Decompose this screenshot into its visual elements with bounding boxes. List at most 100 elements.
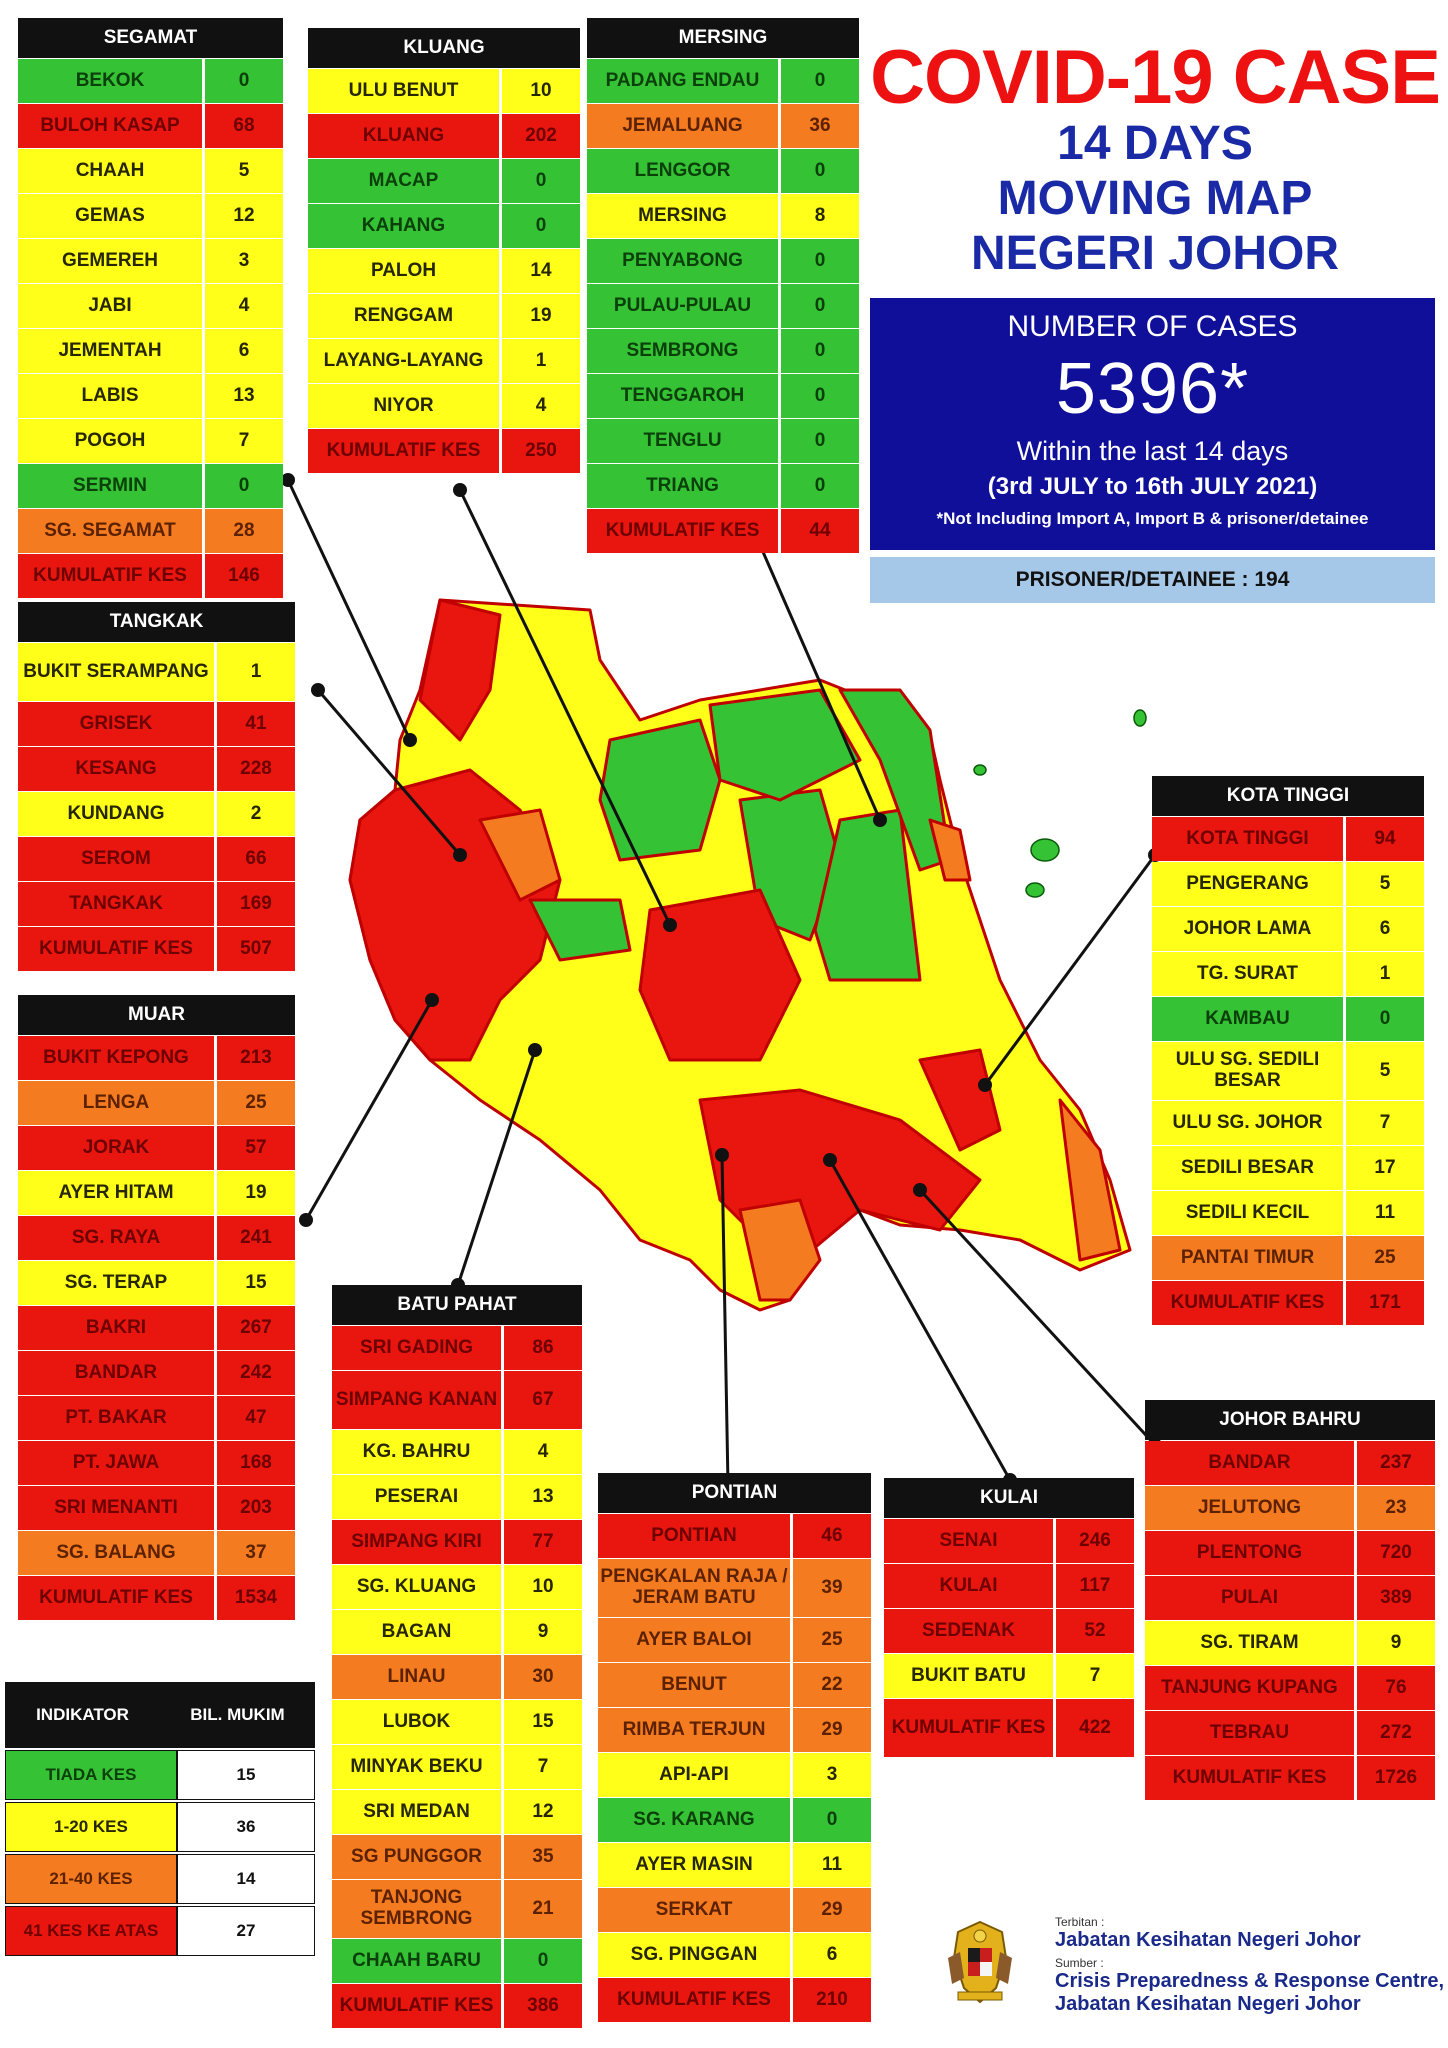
mukim-name: SG. TIRAM	[1145, 1621, 1354, 1665]
map-region-lenggor	[813, 808, 922, 982]
island-sibu	[1025, 882, 1045, 898]
mukim-name: CHAAH	[18, 149, 202, 193]
mukim-row: MERSING 8	[587, 194, 859, 238]
legend: INDIKATOR BIL. MUKIM TIADA KES 15 1-20 KES…	[5, 1682, 315, 1956]
mukim-name: TEBRAU	[1145, 1711, 1354, 1755]
sumber-line-2: Jabatan Kesihatan Negeri Johor	[1055, 1993, 1361, 2015]
mukim-row: BULOH KASAP 68	[18, 104, 283, 148]
legend-rows: TIADA KES 15 1-20 KES 36 21-40 KES 14 41 KES K…	[5, 1750, 315, 1956]
mukim-cases: 5	[1346, 862, 1424, 906]
legend-label: 21-40 KES	[5, 1854, 177, 1904]
mukim-row: SG. TERAP 15	[18, 1261, 295, 1305]
mukim-cases: 0	[1346, 997, 1424, 1041]
mukim-name: SERKAT	[598, 1888, 790, 1932]
mukim-cases: 6	[205, 329, 283, 373]
mukim-cases: 246	[1056, 1519, 1134, 1563]
mukim-row: PADANG ENDAU 0	[587, 59, 859, 103]
mukim-name: BANDAR	[18, 1351, 214, 1395]
mukim-row: AYER BALOI 25	[598, 1618, 871, 1662]
mukim-row: SIMPANG KIRI 77	[332, 1520, 582, 1564]
mukim-cases: 68	[205, 104, 283, 148]
leader-dot	[311, 683, 325, 697]
mukim-name: BUKIT KEPONG	[18, 1036, 214, 1080]
map-region-sembrong	[708, 688, 862, 802]
mukim-name: TANJONG SEMBRONG	[332, 1880, 501, 1938]
mukim-cases: 5	[1346, 1042, 1424, 1100]
district-header: BATU PAHAT	[332, 1285, 582, 1325]
mukim-row: PENYABONG 0	[587, 239, 859, 283]
mukim-cases: 210	[793, 1978, 871, 2022]
mukim-cases: 0	[793, 1798, 871, 1842]
district-header: MUAR	[18, 995, 295, 1035]
mukim-row: LAYANG-LAYANG 1	[308, 339, 580, 383]
mukim-cases: 0	[781, 419, 859, 463]
mukim-name: LAYANG-LAYANG	[308, 339, 499, 383]
mukim-cases: 1	[1346, 952, 1424, 996]
mukim-name: MINYAK BEKU	[332, 1745, 501, 1789]
credits: Terbitan : Jabatan Kesihatan Negeri Joho…	[1055, 1915, 1448, 2016]
mukim-name: KG. BAHRU	[332, 1430, 501, 1474]
mukim-name: CHAAH BARU	[332, 1939, 501, 1983]
mukim-row: KAHANG 0	[308, 204, 580, 248]
mukim-cases: 0	[781, 284, 859, 328]
mukim-name: SG. BALANG	[18, 1531, 214, 1575]
mukim-row: SG. TIRAM 9	[1145, 1621, 1435, 1665]
mukim-cases: 41	[217, 702, 295, 746]
mukim-row: SG. KLUANG 10	[332, 1565, 582, 1609]
mukim-name: BENUT	[598, 1663, 790, 1707]
mukim-name: BAKRI	[18, 1306, 214, 1350]
mukim-name: SRI GADING	[332, 1326, 501, 1370]
mukim-cases: 3	[205, 239, 283, 283]
island-tinggi	[1030, 838, 1060, 862]
mukim-row: KLUANG 202	[308, 114, 580, 158]
leader-kotatinggi	[983, 854, 1157, 1086]
mukim-row: RIMBA TERJUN 29	[598, 1708, 871, 1752]
district-header: KLUANG	[308, 28, 580, 68]
mukim-name: SG. SEGAMAT	[18, 509, 202, 553]
mukim-row: SEDENAK 52	[884, 1609, 1134, 1653]
mukim-row: BENUT 22	[598, 1663, 871, 1707]
mukim-name: PLENTONG	[1145, 1531, 1354, 1575]
terbitan: Jabatan Kesihatan Negeri Johor	[1055, 1929, 1361, 1951]
mukim-name: BEKOK	[18, 59, 202, 103]
mukim-name: KLUANG	[308, 114, 499, 158]
mukim-name: JOHOR LAMA	[1152, 907, 1343, 951]
mukim-name: KAMBAU	[1152, 997, 1343, 1041]
mukim-name: SG. RAYA	[18, 1216, 214, 1260]
mukim-row: BAGAN 9	[332, 1610, 582, 1654]
mukim-cases: 76	[1357, 1666, 1435, 1710]
leader-mersing	[758, 544, 882, 821]
mukim-row: PENGERANG 5	[1152, 862, 1424, 906]
mukim-row: LINAU 30	[332, 1655, 582, 1699]
district-header: JOHOR BAHRU	[1145, 1400, 1435, 1440]
mukim-row: ULU SG. SEDILI BESAR 5	[1152, 1042, 1424, 1100]
mukim-name: BANDAR	[1145, 1441, 1354, 1485]
mukim-name: KUMULATIF KES	[587, 509, 778, 553]
mukim-cases: 5	[205, 149, 283, 193]
mukim-name: JELUTONG	[1145, 1486, 1354, 1530]
mukim-row: BANDAR 242	[18, 1351, 295, 1395]
district-panel-segamat: SEGAMAT BEKOK 0 BULOH KASAP 68 CHAAH 5 GEMAS 12 G…	[18, 18, 283, 598]
mukim-cases: 0	[502, 159, 580, 203]
mukim-cases: 1726	[1357, 1756, 1435, 1800]
mukim-cases: 202	[502, 114, 580, 158]
mukim-name: SERMIN	[18, 464, 202, 508]
mukim-name: GEMAS	[18, 194, 202, 238]
mukim-row: KUMULATIF KES 1534	[18, 1576, 295, 1620]
mukim-name: TENGLU	[587, 419, 778, 463]
mukim-name: GRISEK	[18, 702, 214, 746]
map-region-pantaitimur	[1058, 1098, 1122, 1262]
mukim-name: SIMPANG KIRI	[332, 1520, 501, 1564]
mukim-name: API-API	[598, 1753, 790, 1797]
cases-label: NUMBER OF CASES	[1007, 310, 1298, 343]
mukim-name: SRI MENANTI	[18, 1486, 214, 1530]
mukim-name: SENAI	[884, 1519, 1053, 1563]
legend-row: 41 KES KE ATAS 27	[5, 1906, 315, 1956]
mukim-cases: 77	[504, 1520, 582, 1564]
leader-tangkak	[316, 689, 462, 856]
leader-batupahat	[456, 1049, 537, 1286]
mukim-row: LENGGOR 0	[587, 149, 859, 193]
mukim-cases: 66	[217, 837, 295, 881]
mukim-row: LABIS 13	[18, 374, 283, 418]
mukim-row: BAKRI 267	[18, 1306, 295, 1350]
